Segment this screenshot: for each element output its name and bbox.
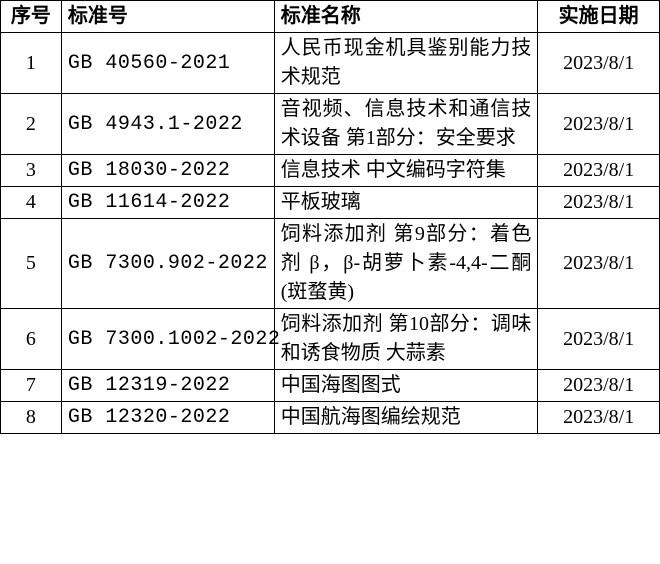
cell-seq: 5	[1, 219, 62, 309]
cell-seq: 3	[1, 155, 62, 187]
cell-code: GB 40560-2021	[61, 33, 274, 94]
standards-table: 序号 标准号 标准名称 实施日期 1 GB 40560-2021 人民币现金机具…	[0, 0, 660, 434]
header-name: 标准名称	[274, 1, 538, 33]
table-header-row: 序号 标准号 标准名称 实施日期	[1, 1, 660, 33]
header-seq: 序号	[1, 1, 62, 33]
cell-date: 2023/8/1	[538, 155, 660, 187]
cell-name: 中国海图图式	[274, 370, 538, 402]
cell-code: GB 4943.1-2022	[61, 94, 274, 155]
cell-code: GB 11614-2022	[61, 187, 274, 219]
cell-seq: 2	[1, 94, 62, 155]
table-row: 3 GB 18030-2022 信息技术 中文编码字符集 2023/8/1	[1, 155, 660, 187]
cell-name: 音视频、信息技术和通信技术设备 第1部分：安全要求	[274, 94, 538, 155]
cell-code: GB 7300.902-2022	[61, 219, 274, 309]
header-code: 标准号	[61, 1, 274, 33]
cell-date: 2023/8/1	[538, 187, 660, 219]
table-row: 2 GB 4943.1-2022 音视频、信息技术和通信技术设备 第1部分：安全…	[1, 94, 660, 155]
table-row: 6 GB 7300.1002-2022 饲料添加剂 第10部分：调味和诱食物质 …	[1, 309, 660, 370]
cell-seq: 7	[1, 370, 62, 402]
cell-date: 2023/8/1	[538, 402, 660, 434]
cell-code: GB 7300.1002-2022	[61, 309, 274, 370]
cell-name: 饲料添加剂 第9部分：着色剂 β，β-胡萝卜素-4,4-二酮(斑蝥黄)	[274, 219, 538, 309]
cell-date: 2023/8/1	[538, 94, 660, 155]
cell-date: 2023/8/1	[538, 219, 660, 309]
cell-name: 人民币现金机具鉴别能力技术规范	[274, 33, 538, 94]
cell-name: 信息技术 中文编码字符集	[274, 155, 538, 187]
cell-code: GB 12319-2022	[61, 370, 274, 402]
cell-date: 2023/8/1	[538, 33, 660, 94]
header-date: 实施日期	[538, 1, 660, 33]
cell-code: GB 12320-2022	[61, 402, 274, 434]
cell-seq: 1	[1, 33, 62, 94]
table-row: 7 GB 12319-2022 中国海图图式 2023/8/1	[1, 370, 660, 402]
cell-seq: 8	[1, 402, 62, 434]
table-body: 1 GB 40560-2021 人民币现金机具鉴别能力技术规范 2023/8/1…	[1, 33, 660, 434]
cell-name: 中国航海图编绘规范	[274, 402, 538, 434]
cell-name: 饲料添加剂 第10部分：调味和诱食物质 大蒜素	[274, 309, 538, 370]
cell-seq: 4	[1, 187, 62, 219]
table-row: 5 GB 7300.902-2022 饲料添加剂 第9部分：着色剂 β，β-胡萝…	[1, 219, 660, 309]
cell-date: 2023/8/1	[538, 370, 660, 402]
cell-seq: 6	[1, 309, 62, 370]
table-row: 8 GB 12320-2022 中国航海图编绘规范 2023/8/1	[1, 402, 660, 434]
cell-name: 平板玻璃	[274, 187, 538, 219]
cell-code: GB 18030-2022	[61, 155, 274, 187]
table-row: 4 GB 11614-2022 平板玻璃 2023/8/1	[1, 187, 660, 219]
table-row: 1 GB 40560-2021 人民币现金机具鉴别能力技术规范 2023/8/1	[1, 33, 660, 94]
cell-date: 2023/8/1	[538, 309, 660, 370]
